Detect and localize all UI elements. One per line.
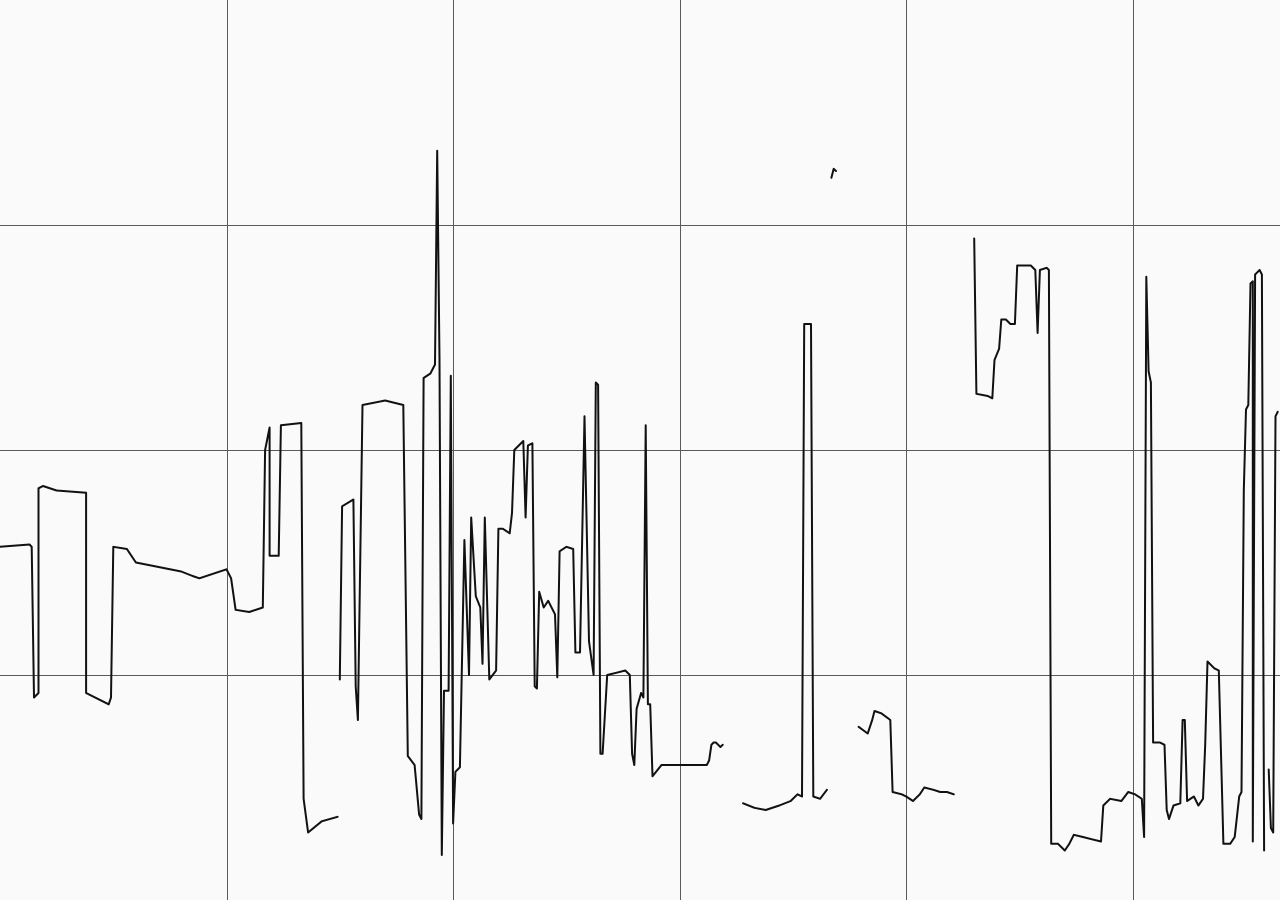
series-1-segment-3 xyxy=(742,323,828,811)
series-1-segment-5 xyxy=(857,710,955,802)
series-1-segment-7 xyxy=(1267,410,1279,834)
series-1-segment-1 xyxy=(0,422,339,834)
series-1-segment-4 xyxy=(830,167,837,179)
series-1-segment-2 xyxy=(338,149,724,856)
series-traces xyxy=(0,149,1279,856)
series-1-segment-6 xyxy=(973,237,1266,852)
